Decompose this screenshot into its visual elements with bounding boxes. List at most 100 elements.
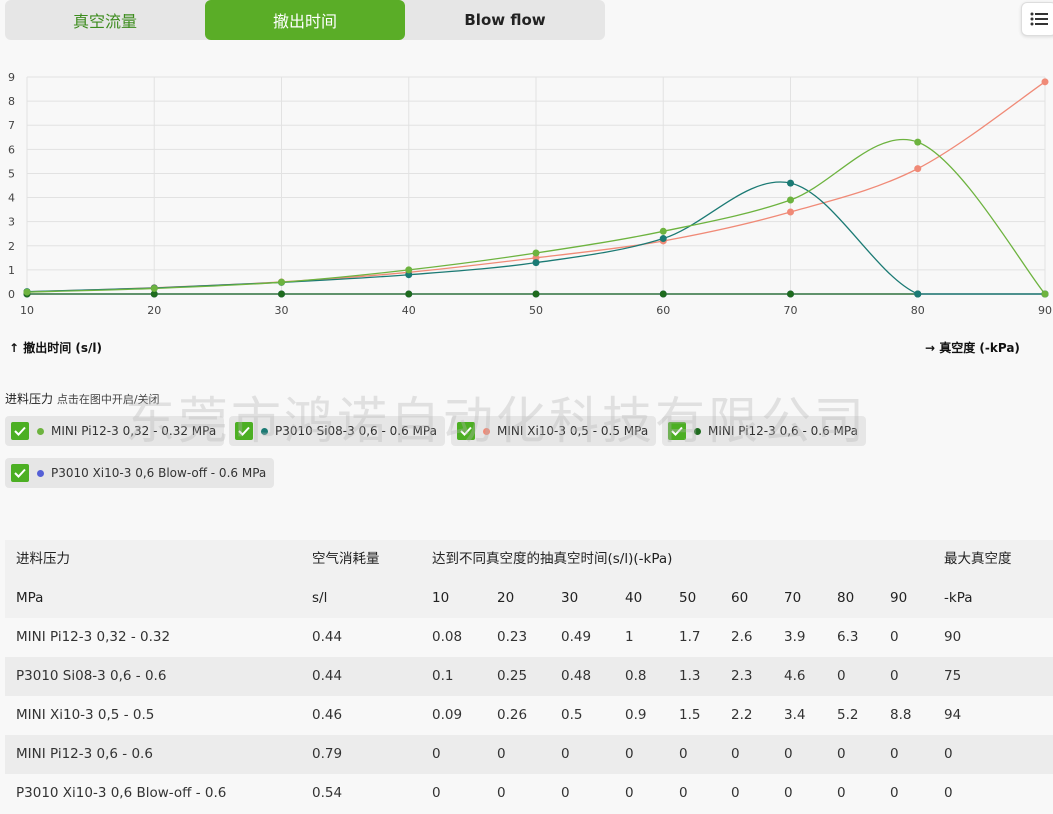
y-tick-label: 1 [8,264,15,277]
row-time-value: 0 [731,746,740,762]
table-row: P3010 Xi10-3 0,6 Blow-off - 0.6 0.54 0 0 0 0 0… [5,774,1053,813]
checkbox-icon[interactable] [11,422,29,440]
row-time-value: 2.6 [731,629,753,645]
x-tick-label: 20 [147,304,161,317]
row-time-value: 0.5 [561,707,583,723]
col-header: 30 [561,590,579,606]
legend-label: MINI Pi12-3 0,6 - 0.6 MPa [708,424,858,438]
series-dot-icon [37,427,44,435]
x-tick-label: 70 [784,304,798,317]
data-point [1041,78,1049,86]
row-time-value: 0 [497,746,506,762]
col-header: 80 [837,590,855,606]
data-point [405,266,413,274]
data-point [405,290,413,298]
data-point [787,196,794,204]
x-tick-label: 40 [402,304,416,317]
row-product-name: P3010 Si08-3 0,6 - 0.6 [16,668,167,684]
legend-label: P3010 Si08-3 0,6 - 0.6 MPa [275,424,437,438]
row-product-name: P3010 Xi10-3 0,6 Blow-off - 0.6 [16,785,227,801]
row-time-value: 0 [890,629,899,645]
legend-label: MINI Xi10-3 0,5 - 0.5 MPa [497,424,649,438]
row-time-value: 0 [625,746,634,762]
row-time-value: 0.1 [432,668,454,684]
y-axis-label: ↑ 撤出时间 (s/l) [9,341,103,355]
row-time-value: 0.48 [561,668,592,684]
row-time-value: 0 [784,785,793,801]
row-time-value: 0 [837,746,846,762]
data-point [150,290,158,298]
col-header: 60 [731,590,749,606]
row-time-value: 0 [625,785,634,801]
row-time-value: 0 [679,746,688,762]
row-time-value: 0 [837,785,846,801]
row-time-value: 0 [837,668,846,684]
row-time-value: 0.09 [432,707,463,723]
x-tick-label: 90 [1038,304,1052,317]
data-point [659,227,667,235]
data-point [532,290,540,298]
series-line [26,139,1046,295]
legend-item[interactable]: P3010 Xi10-3 0,6 Blow-off - 0.6 MPa [5,458,275,488]
y-tick-label: 5 [8,167,15,180]
data-point [532,254,540,262]
data-point [787,208,794,216]
data-point [405,271,413,279]
checkbox-icon[interactable] [457,422,475,440]
row-time-value: 0 [432,746,441,762]
legend-title: 进料压力 点击在图中开启/关闭 [5,390,160,407]
y-tick-label: 4 [8,192,15,205]
data-point [278,278,285,286]
row-air-consumption: 0.54 [312,785,343,801]
row-time-value: 6.3 [837,629,859,645]
tab-bar: 真空流量 撤出时间 Blow flow [5,0,605,40]
checkbox-icon[interactable] [235,422,253,440]
checkbox-icon[interactable] [668,422,686,440]
legend-title-text: 进料压力 [5,392,54,406]
row-time-value: 0 [890,668,899,684]
legend-item[interactable]: MINI Pi12-3 0,32 - 0.32 MPa [5,416,225,446]
legend-hint: 点击在图中开启/关闭 [56,393,160,406]
row-max-vacuum: 0 [944,785,953,801]
tab-evacuation-time[interactable]: 撤出时间 [205,0,405,40]
row-time-value: 3.4 [784,707,806,723]
legend-label: P3010 Xi10-3 0,6 Blow-off - 0.6 MPa [51,466,267,480]
legend-item[interactable]: MINI Pi12-3 0,6 - 0.6 MPa [662,416,866,446]
data-point [787,290,794,298]
data-point [787,179,794,187]
checkbox-icon[interactable] [11,464,29,482]
tab-blow-flow[interactable]: Blow flow [464,11,546,29]
data-point [532,259,540,267]
y-tick-label: 7 [8,119,15,132]
row-time-value: 0.49 [561,629,592,645]
data-point [23,288,31,296]
x-tick-label: 30 [275,304,289,317]
y-tick-label: 3 [8,216,15,229]
row-time-value: 4.6 [784,668,806,684]
row-time-value: 1.3 [679,668,701,684]
row-max-vacuum: 0 [944,746,953,762]
row-time-value: 1.5 [679,707,701,723]
unit-max: -kPa [944,590,973,606]
tab-vacuum-flow[interactable]: 真空流量 [72,12,137,31]
row-time-value: 0.23 [497,629,528,645]
row-air-consumption: 0.79 [312,746,343,762]
row-product-name: MINI Pi12-3 0,6 - 0.6 [16,746,153,762]
legend-item[interactable]: MINI Xi10-3 0,5 - 0.5 MPa [451,416,657,446]
series-dot-icon [37,469,44,477]
row-time-value: 1.7 [679,629,701,645]
row-time-value: 2.2 [731,707,753,723]
row-time-value: 0.9 [625,707,647,723]
row-max-vacuum: 94 [944,707,962,723]
chart-menu-button[interactable] [1021,2,1053,36]
row-max-vacuum: 75 [944,668,962,684]
row-time-value: 0.08 [432,629,463,645]
row-time-value: 0 [890,785,899,801]
y-tick-label: 8 [8,95,15,108]
series-dot-icon [261,427,268,435]
row-time-value: 3.9 [784,629,806,645]
table-row: MINI Pi12-3 0,32 - 0.32 0.44 0.08 0.23 0.49 1… [5,618,1053,657]
legend-item[interactable]: P3010 Si08-3 0,6 - 0.6 MPa [229,416,445,446]
row-product-name: MINI Xi10-3 0,5 - 0.5 [16,707,155,723]
line-chart: 0 1 2 3 4 5 6 7 8 9 10 20 30 40 50 60 70 80 90 [8,71,1052,317]
